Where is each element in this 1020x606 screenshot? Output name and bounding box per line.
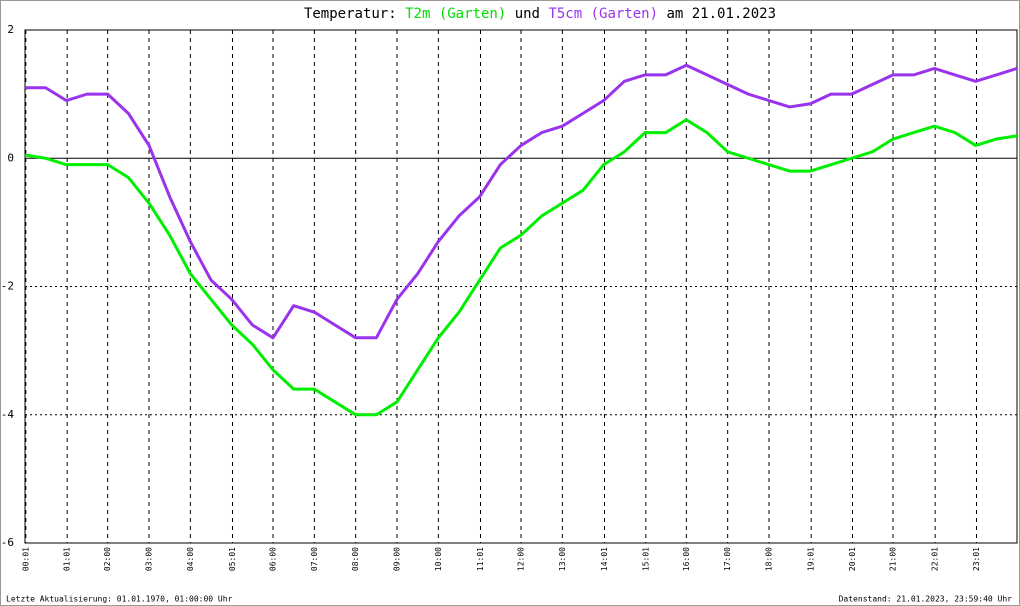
chart-title: Temperatur: T2m (Garten) und T5cm (Garte… — [304, 6, 776, 22]
x-tick-label: 19:01 — [807, 547, 816, 571]
x-tick-label: 08:00 — [351, 547, 360, 571]
series-line — [25, 63, 1018, 340]
x-tick-label: 16:00 — [682, 547, 691, 571]
x-tick-label: 20:01 — [848, 547, 857, 571]
title-series-1: T2m (Garten) — [405, 6, 506, 22]
x-tick-label: 10:00 — [434, 547, 443, 571]
title-suffix: am 21.01.2023 — [666, 6, 776, 22]
x-tick-label: 17:00 — [723, 547, 732, 571]
y-tick-label: -4 — [1, 408, 15, 421]
x-tick-label: 03:00 — [145, 547, 154, 571]
x-tick-label: 01:01 — [63, 547, 72, 571]
y-tick-label: 2 — [7, 23, 14, 36]
x-tick-label: 02:00 — [103, 547, 112, 571]
y-tick-label: -6 — [1, 536, 14, 549]
x-tick-label: 21:00 — [889, 547, 898, 571]
x-tick-label: 14:01 — [600, 547, 609, 571]
x-tick-label: 15:01 — [641, 547, 650, 571]
x-tick-label: 13:00 — [558, 547, 567, 571]
title-series-2: T5cm (Garten) — [548, 6, 658, 22]
title-connector: und — [515, 6, 540, 22]
footer-right: Datenstand: 21.01.2023, 23:59:40 Uhr — [839, 595, 1013, 604]
title-prefix: Temperatur: — [304, 6, 397, 22]
footer-left: Letzte Aktualisierung: 01.01.1970, 01:00… — [6, 595, 233, 604]
y-tick-label: -2 — [1, 280, 14, 293]
x-tick-label: 18:00 — [765, 547, 774, 571]
y-tick-label: 0 — [7, 151, 14, 164]
x-tick-label: 04:00 — [186, 547, 195, 571]
x-tick-label: 09:00 — [393, 547, 402, 571]
x-tick-label: 07:00 — [310, 547, 319, 571]
x-tick-label: 22:01 — [931, 547, 940, 571]
x-tick-label: 05:01 — [228, 547, 237, 571]
x-tick-label: 12:00 — [517, 547, 526, 571]
plot-border — [24, 29, 1018, 544]
x-tick-label: 11:01 — [476, 547, 485, 571]
x-tick-label: 00:01 — [21, 547, 30, 571]
series-line — [24, 118, 1018, 417]
x-tick-label: 06:00 — [269, 547, 278, 571]
x-tick-label: 23:01 — [972, 547, 981, 571]
